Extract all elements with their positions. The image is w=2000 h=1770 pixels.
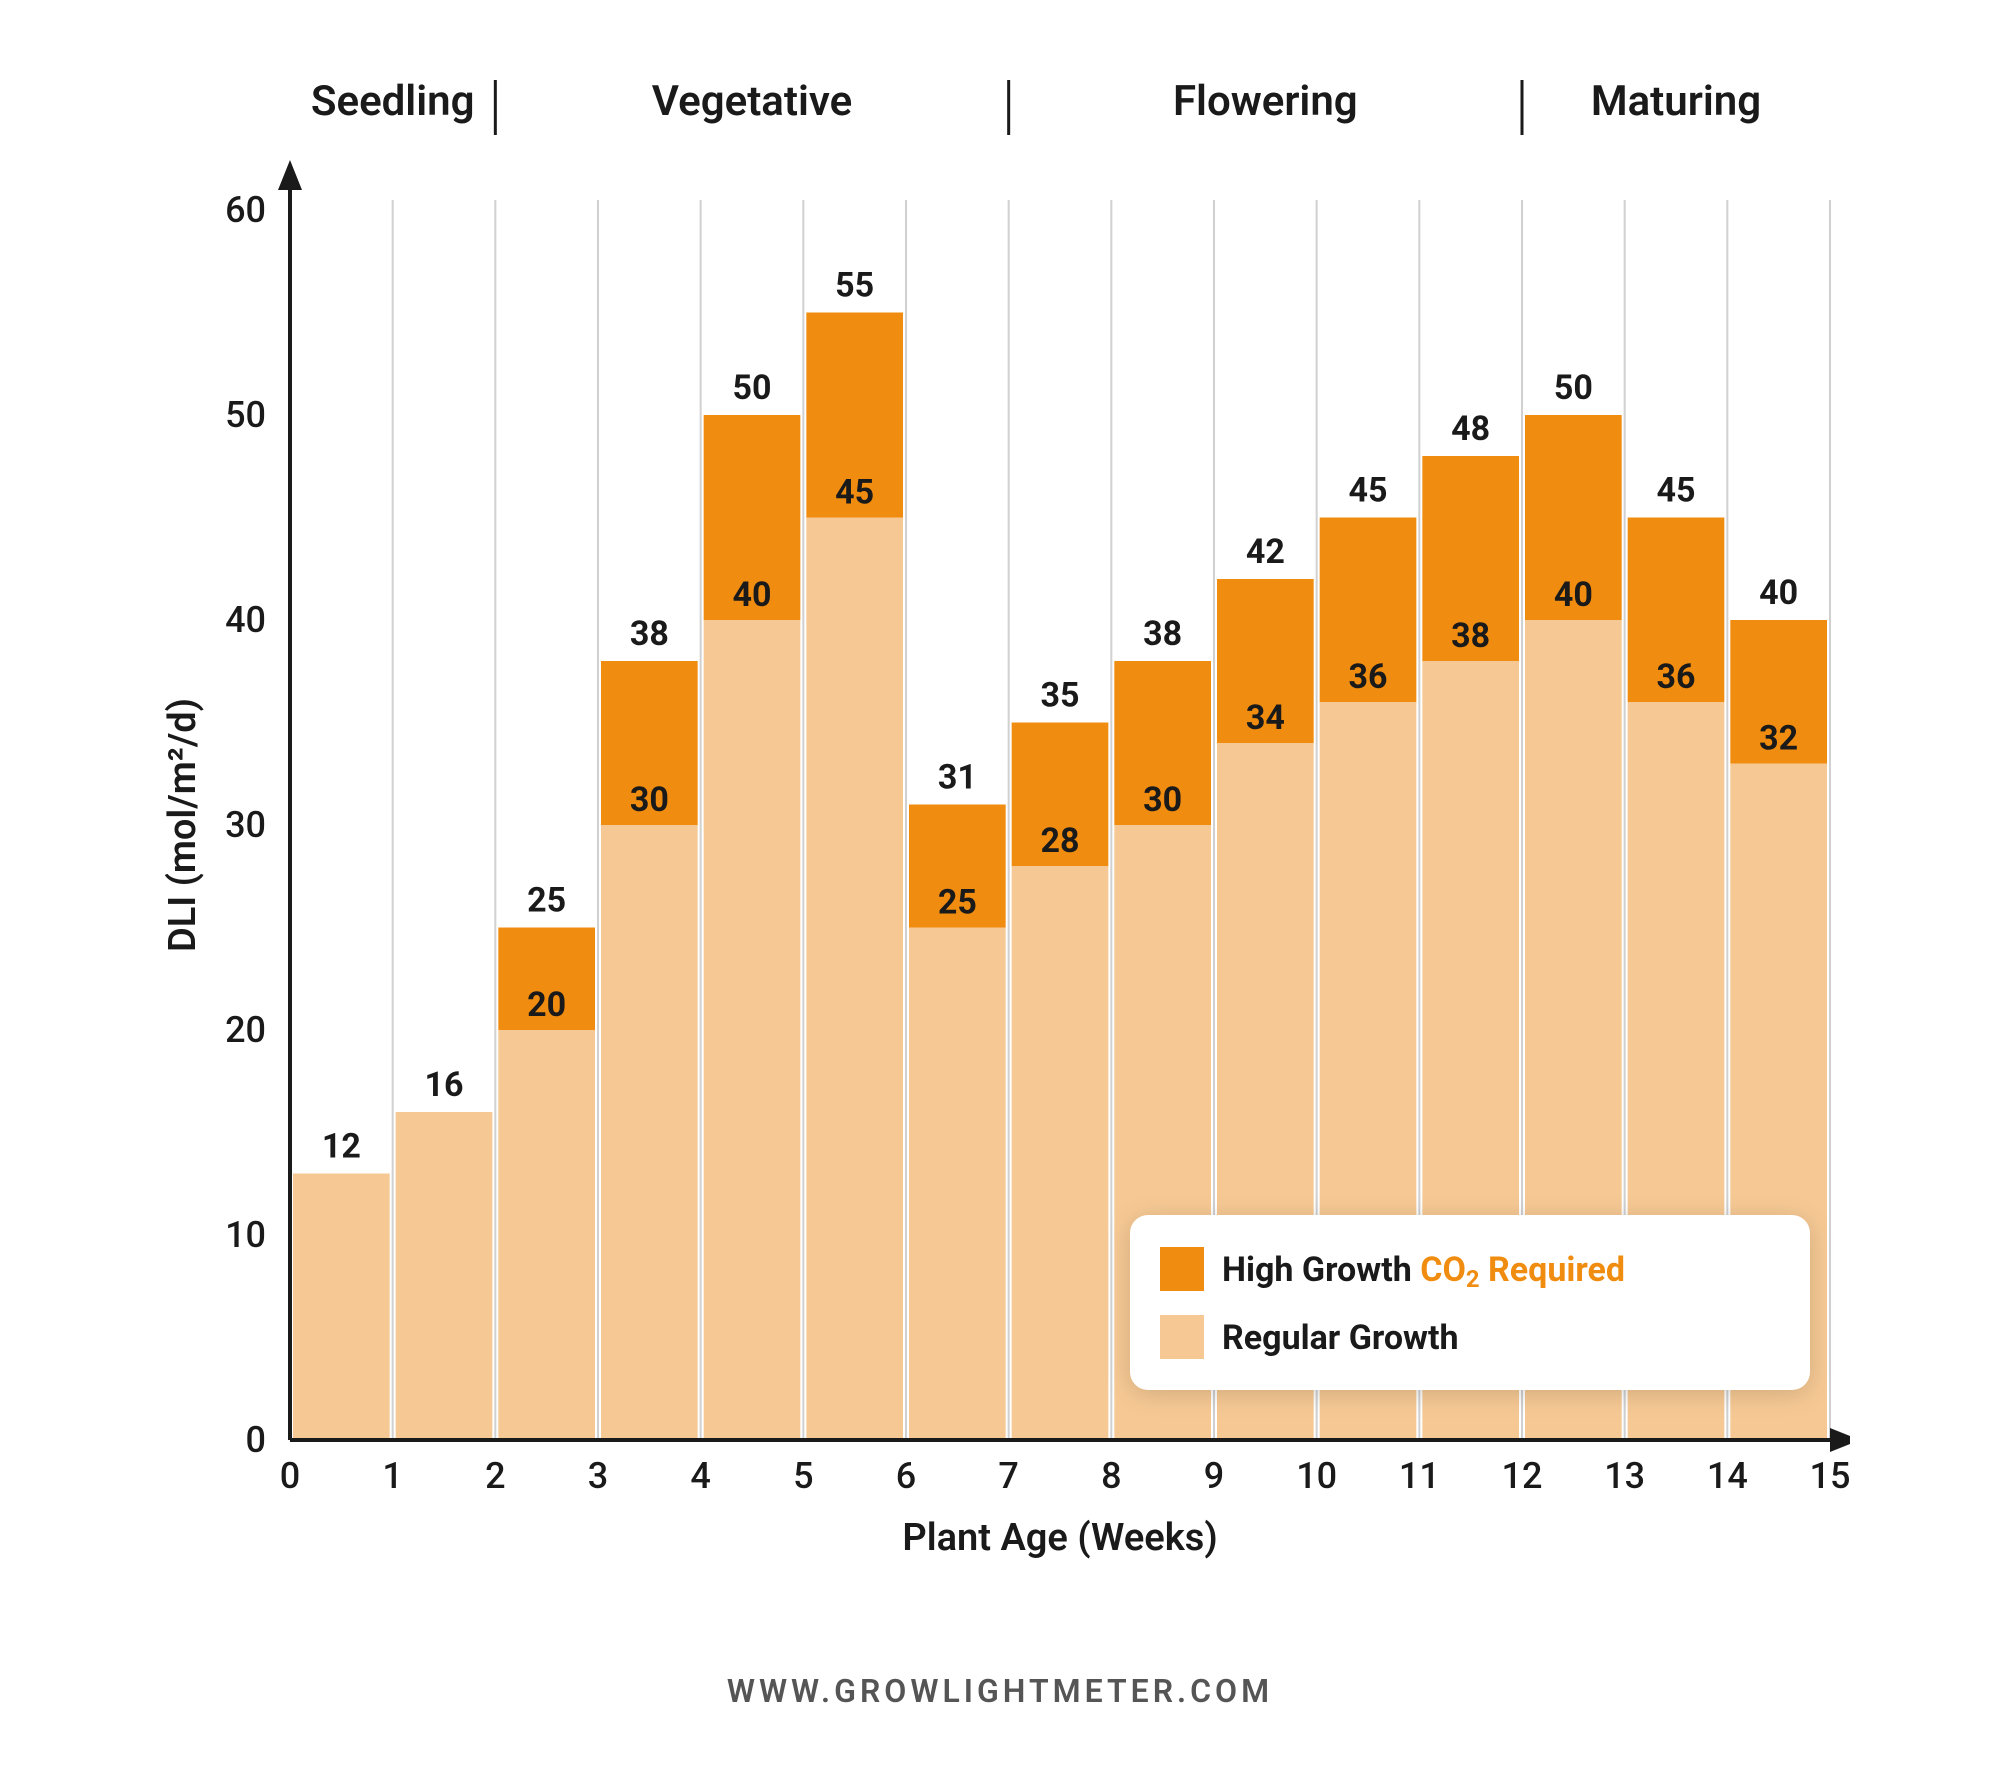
bar-value-high: 45	[1348, 471, 1387, 511]
y-tick-label: 20	[225, 1009, 266, 1051]
bar-regular	[806, 518, 903, 1441]
x-tick-label: 10	[1296, 1455, 1337, 1497]
x-tick-label: 14	[1707, 1455, 1748, 1497]
x-tick-label: 8	[1101, 1455, 1121, 1497]
bar-value-regular: 25	[938, 883, 977, 923]
legend-swatch-high	[1160, 1247, 1204, 1291]
bar-regular	[909, 928, 1006, 1441]
bar-value-regular: 38	[1451, 616, 1490, 656]
legend-swatch-regular	[1160, 1315, 1204, 1359]
bar-value-regular: 30	[1143, 780, 1182, 820]
bar-value-high: 55	[835, 266, 874, 306]
y-axis-arrow-icon	[278, 160, 302, 190]
phase-label: Vegetative	[652, 77, 853, 126]
x-tick-label: 2	[485, 1455, 505, 1497]
y-axis-label: DLI (mol/m²/d)	[161, 698, 205, 952]
x-tick-label: 9	[1204, 1455, 1224, 1497]
bar-value-regular: 36	[1348, 657, 1387, 697]
phase-label: Flowering	[1173, 77, 1358, 126]
bar-regular	[293, 1174, 390, 1441]
bar-value-regular: 16	[424, 1065, 463, 1105]
bar-value-regular: 40	[1554, 575, 1593, 615]
x-tick-label: 6	[896, 1455, 916, 1497]
legend-label-high: High Growth CO2 Required	[1222, 1250, 1625, 1293]
bar-value-regular: 20	[527, 985, 566, 1025]
phase-label: Maturing	[1591, 77, 1761, 126]
bar-regular	[601, 825, 698, 1440]
x-tick-label: 0	[280, 1455, 300, 1497]
y-tick-label: 30	[225, 804, 266, 846]
y-tick-label: 60	[225, 189, 266, 231]
y-tick-label: 40	[225, 599, 266, 641]
bar-value-high: 50	[1554, 368, 1593, 408]
bar-regular	[1012, 866, 1109, 1440]
bar-value-regular: 34	[1246, 698, 1285, 738]
x-axis-arrow-icon	[1830, 1428, 1850, 1452]
x-tick-label: 3	[588, 1455, 608, 1497]
bar-regular	[396, 1112, 493, 1440]
bar-value-high: 31	[938, 758, 977, 798]
bar-regular	[704, 620, 801, 1440]
dli-chart: 1216252038305040554531253528383042344536…	[150, 60, 1850, 1580]
bar-value-regular: 36	[1656, 657, 1695, 697]
bar-value-high: 35	[1040, 676, 1079, 716]
bar-regular	[498, 1030, 595, 1440]
footer-url: WWW.GROWLIGHTMETER.COM	[0, 1672, 2000, 1710]
y-tick-label: 0	[246, 1419, 266, 1461]
bar-value-high: 25	[527, 881, 566, 921]
bar-value-regular: 30	[630, 780, 669, 820]
x-tick-label: 15	[1810, 1455, 1850, 1497]
x-tick-label: 12	[1502, 1455, 1543, 1497]
bar-value-high: 45	[1656, 471, 1695, 511]
x-tick-label: 7	[998, 1455, 1018, 1497]
bar-value-high: 38	[1143, 614, 1182, 654]
bar-value-regular: 12	[322, 1127, 361, 1167]
bar-value-high: 40	[1759, 573, 1798, 613]
x-axis-label: Plant Age (Weeks)	[902, 1516, 1217, 1560]
legend-label-regular: Regular Growth	[1222, 1318, 1459, 1358]
legend	[1130, 1215, 1810, 1390]
bar-value-regular: 45	[835, 473, 874, 513]
bar-value-high: 48	[1451, 409, 1490, 449]
phase-label: Seedling	[311, 77, 475, 126]
x-tick-label: 1	[382, 1455, 402, 1497]
x-tick-label: 4	[690, 1455, 710, 1497]
bar-value-high: 42	[1246, 532, 1285, 572]
y-tick-label: 10	[225, 1214, 266, 1256]
bar-value-regular: 28	[1040, 821, 1079, 861]
bar-value-regular: 32	[1759, 719, 1798, 759]
y-tick-label: 50	[225, 394, 266, 436]
bar-value-high: 50	[732, 368, 771, 408]
bar-value-regular: 40	[732, 575, 771, 615]
chart-svg: 1216252038305040554531253528383042344536…	[150, 60, 1850, 1580]
x-tick-label: 11	[1399, 1455, 1440, 1497]
bar-value-high: 38	[630, 614, 669, 654]
x-tick-label: 5	[793, 1455, 813, 1497]
x-tick-label: 13	[1604, 1455, 1645, 1497]
